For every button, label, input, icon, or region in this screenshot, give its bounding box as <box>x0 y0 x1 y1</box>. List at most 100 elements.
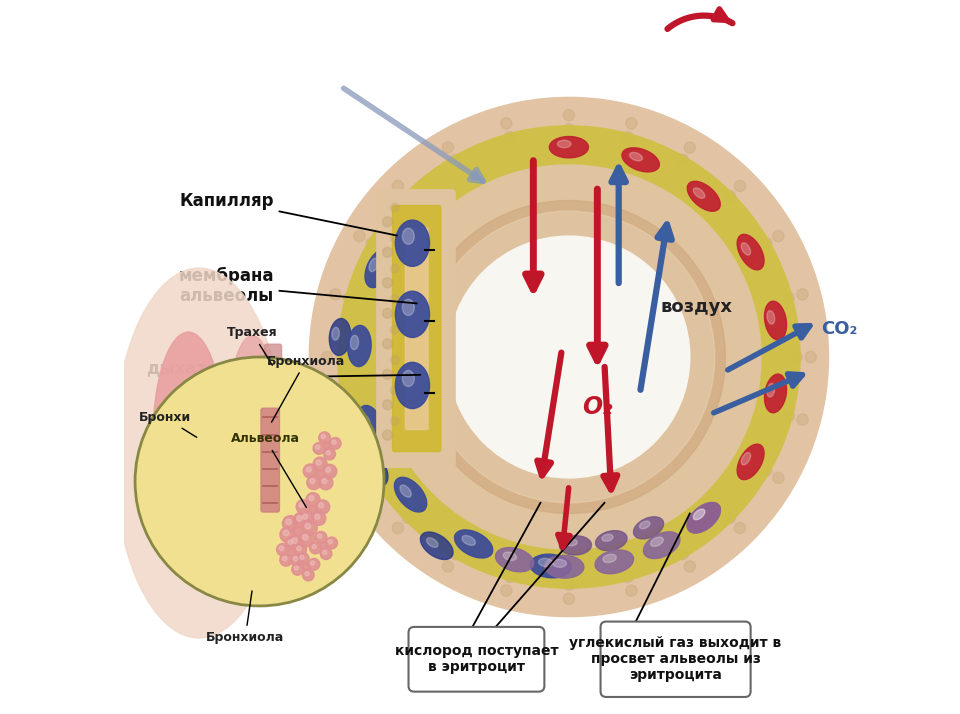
Circle shape <box>354 231 365 242</box>
Ellipse shape <box>357 406 383 446</box>
Circle shape <box>423 211 714 503</box>
Circle shape <box>564 124 575 135</box>
Circle shape <box>292 563 303 575</box>
Circle shape <box>313 457 327 471</box>
FancyBboxPatch shape <box>405 228 428 430</box>
Circle shape <box>300 531 315 547</box>
FancyBboxPatch shape <box>261 408 279 512</box>
Circle shape <box>294 513 309 528</box>
Ellipse shape <box>764 374 786 413</box>
Ellipse shape <box>595 550 634 574</box>
Circle shape <box>344 411 355 421</box>
Circle shape <box>302 569 314 580</box>
Circle shape <box>383 431 393 441</box>
Circle shape <box>393 181 403 191</box>
Circle shape <box>344 293 355 303</box>
Circle shape <box>316 500 329 514</box>
Circle shape <box>288 540 293 544</box>
Circle shape <box>323 550 327 555</box>
FancyBboxPatch shape <box>601 622 751 697</box>
Ellipse shape <box>687 503 720 533</box>
Ellipse shape <box>603 554 616 563</box>
Circle shape <box>564 593 575 605</box>
Text: CO₂: CO₂ <box>821 320 857 338</box>
Circle shape <box>797 288 808 300</box>
Circle shape <box>383 278 393 288</box>
Ellipse shape <box>741 243 751 255</box>
Circle shape <box>622 131 634 143</box>
Circle shape <box>326 451 330 455</box>
Ellipse shape <box>396 362 429 408</box>
Ellipse shape <box>643 532 680 558</box>
Circle shape <box>783 293 795 303</box>
Circle shape <box>332 440 336 444</box>
Circle shape <box>309 496 314 501</box>
Text: Бронхиола: Бронхиола <box>206 591 284 644</box>
Circle shape <box>443 142 454 154</box>
Circle shape <box>282 556 287 560</box>
Text: кислород поступает
в эритроцит: кислород поступает в эритроцит <box>395 644 559 674</box>
Circle shape <box>297 516 302 521</box>
Text: дыхательная
мембрана: дыхательная мембрана <box>147 359 420 398</box>
Circle shape <box>325 467 331 473</box>
Circle shape <box>322 434 325 438</box>
Circle shape <box>677 548 688 560</box>
Ellipse shape <box>693 188 705 198</box>
Circle shape <box>301 520 318 536</box>
Ellipse shape <box>332 327 340 341</box>
Circle shape <box>391 417 399 426</box>
Circle shape <box>377 165 761 549</box>
Ellipse shape <box>350 336 358 350</box>
Circle shape <box>315 531 326 543</box>
Circle shape <box>354 472 365 483</box>
Circle shape <box>724 191 735 202</box>
Ellipse shape <box>454 530 492 558</box>
Ellipse shape <box>630 152 642 161</box>
Circle shape <box>449 548 461 560</box>
Ellipse shape <box>369 258 378 271</box>
Circle shape <box>564 579 575 590</box>
FancyBboxPatch shape <box>377 190 455 467</box>
Ellipse shape <box>402 371 415 386</box>
Ellipse shape <box>560 536 591 555</box>
Circle shape <box>328 540 332 544</box>
Circle shape <box>300 555 304 560</box>
Ellipse shape <box>395 477 427 512</box>
Circle shape <box>308 558 320 570</box>
Circle shape <box>791 351 803 363</box>
Circle shape <box>383 400 393 410</box>
Circle shape <box>309 97 828 617</box>
Circle shape <box>783 411 795 421</box>
Circle shape <box>298 553 309 565</box>
Circle shape <box>336 351 347 363</box>
Ellipse shape <box>530 554 571 578</box>
Ellipse shape <box>767 311 775 324</box>
Circle shape <box>294 526 303 536</box>
Circle shape <box>318 534 322 538</box>
Text: воздух: воздух <box>660 298 732 316</box>
Circle shape <box>391 386 399 395</box>
Circle shape <box>383 369 393 379</box>
Ellipse shape <box>362 452 388 486</box>
Circle shape <box>316 445 320 449</box>
Circle shape <box>322 351 333 363</box>
Circle shape <box>773 472 784 483</box>
Circle shape <box>296 500 310 513</box>
Circle shape <box>626 585 637 596</box>
Circle shape <box>292 538 298 543</box>
Circle shape <box>291 554 303 566</box>
Circle shape <box>310 561 315 565</box>
Text: O₂: O₂ <box>582 395 612 419</box>
Ellipse shape <box>558 140 571 148</box>
Ellipse shape <box>595 531 627 550</box>
Ellipse shape <box>639 521 650 529</box>
Ellipse shape <box>495 548 534 572</box>
Circle shape <box>760 238 772 249</box>
Circle shape <box>306 467 311 472</box>
Circle shape <box>309 542 322 554</box>
Ellipse shape <box>693 509 705 520</box>
Circle shape <box>724 512 735 523</box>
Circle shape <box>279 546 284 550</box>
Ellipse shape <box>402 299 415 316</box>
Circle shape <box>626 118 637 129</box>
